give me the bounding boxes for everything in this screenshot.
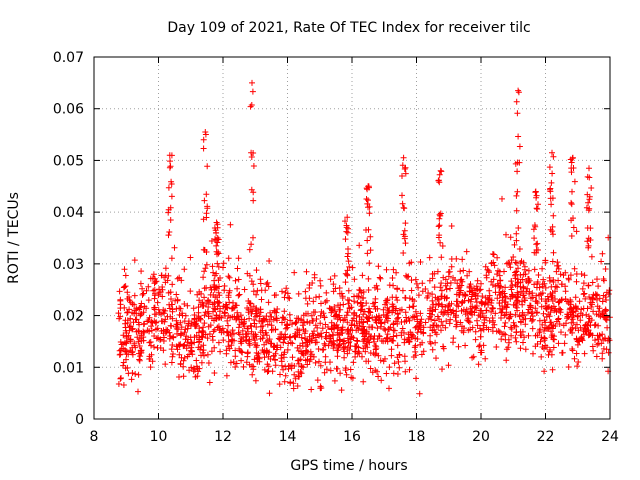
x-tick-label: 12 bbox=[214, 429, 232, 445]
y-tick-label: 0.07 bbox=[53, 50, 84, 66]
x-tick-label: 10 bbox=[150, 429, 168, 445]
x-tick-label: 24 bbox=[601, 429, 619, 445]
x-tick-label: 18 bbox=[408, 429, 426, 445]
axis-ticks bbox=[93, 56, 611, 420]
y-tick-label: 0.03 bbox=[53, 257, 84, 273]
x-tick-label: 14 bbox=[279, 429, 297, 445]
x-axis-tick-labels: 8 10 12 14 16 18 20 22 24 bbox=[90, 429, 619, 445]
data-points bbox=[115, 79, 613, 397]
y-tick-label: 0 bbox=[75, 412, 84, 428]
y-axis-title: ROTI / TECUs bbox=[6, 192, 22, 284]
grid bbox=[94, 57, 610, 419]
y-tick-label: 0.01 bbox=[53, 360, 84, 376]
x-tick-label: 8 bbox=[90, 429, 99, 445]
y-tick-label: 0.06 bbox=[53, 102, 84, 118]
x-tick-label: 20 bbox=[472, 429, 490, 445]
y-tick-label: 0.04 bbox=[53, 205, 84, 221]
x-tick-label: 16 bbox=[343, 429, 361, 445]
x-tick-label: 22 bbox=[537, 429, 555, 445]
y-axis-tick-labels: 0 0.01 0.02 0.03 0.04 0.05 0.06 0.07 bbox=[53, 50, 84, 428]
y-tick-label: 0.05 bbox=[53, 153, 84, 169]
y-tick-label: 0.02 bbox=[53, 309, 84, 325]
x-axis-title: GPS time / hours bbox=[290, 458, 407, 474]
chart-title: Day 109 of 2021, Rate Of TEC Index for r… bbox=[167, 20, 530, 36]
roti-plus-markers bbox=[115, 79, 613, 397]
